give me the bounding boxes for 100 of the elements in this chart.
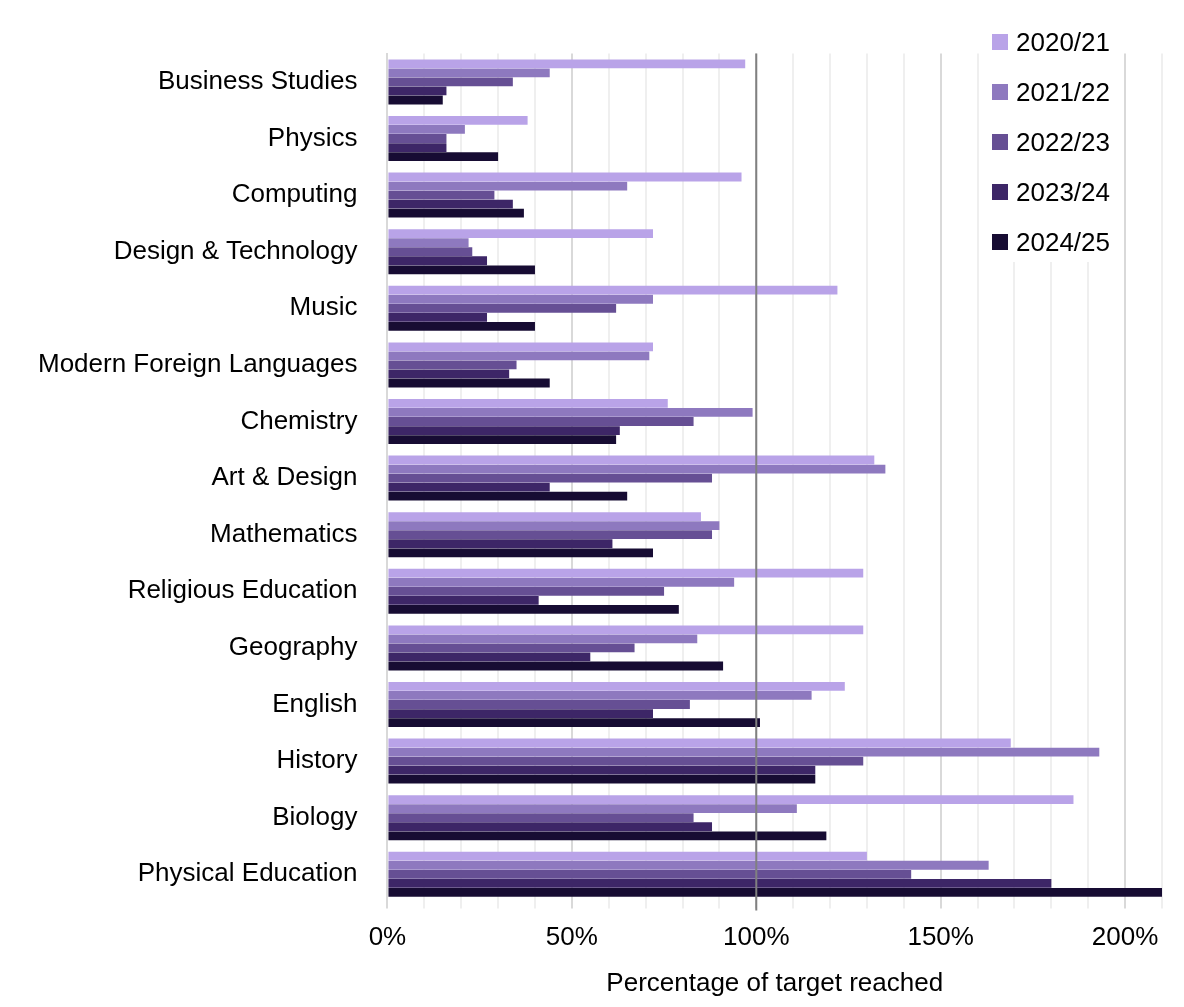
bar	[388, 795, 1074, 804]
bar	[388, 512, 701, 521]
bar	[388, 878, 1052, 888]
bar	[388, 86, 447, 96]
bar	[388, 568, 864, 578]
bar	[388, 473, 713, 483]
bar	[388, 804, 797, 814]
bar	[388, 238, 469, 248]
bar	[388, 68, 550, 78]
bar	[388, 738, 1011, 748]
y-tick-label: Mathematics	[210, 517, 358, 548]
bar	[388, 813, 694, 823]
bar	[388, 77, 513, 87]
bar	[388, 521, 720, 531]
bar	[388, 682, 845, 691]
bar	[388, 455, 875, 465]
bar	[388, 229, 653, 238]
bar	[388, 426, 620, 435]
bar	[388, 539, 613, 549]
bar	[388, 247, 473, 257]
x-tick-label: 200%	[1091, 921, 1159, 952]
y-tick-label: Computing	[231, 178, 358, 209]
bar	[388, 586, 665, 596]
bar	[388, 303, 617, 313]
bar	[388, 464, 886, 474]
bar	[388, 172, 742, 182]
y-tick-label: Physics	[267, 121, 358, 152]
bar	[388, 408, 753, 417]
bar	[388, 822, 713, 832]
bar	[388, 125, 465, 134]
bar	[388, 709, 653, 718]
legend-label: 2021/22	[1016, 76, 1110, 108]
x-tick-label: 50%	[545, 921, 598, 952]
bar	[388, 116, 528, 125]
bar	[388, 265, 535, 275]
bar	[388, 181, 628, 191]
y-tick-label: Religious Education	[127, 574, 358, 605]
y-tick-label: English	[272, 687, 358, 718]
y-tick-label: Business Studies	[157, 65, 358, 96]
bar	[388, 435, 617, 444]
x-tick-label: 150%	[907, 921, 974, 952]
bar	[388, 342, 653, 352]
y-tick-label: Design & Technology	[113, 234, 358, 265]
bar	[388, 765, 816, 775]
y-tick-label: Biology	[272, 800, 358, 831]
bar	[388, 199, 513, 209]
bar	[388, 548, 653, 558]
y-tick-label: Chemistry	[240, 404, 358, 435]
bar	[388, 851, 867, 861]
bar	[388, 322, 535, 331]
bar	[388, 59, 746, 69]
y-tick-label: Music	[289, 291, 358, 322]
legend-label: 2022/23	[1016, 126, 1110, 158]
y-tick-label: History	[276, 744, 358, 775]
bar	[388, 417, 694, 426]
bar	[388, 652, 591, 662]
bar	[388, 190, 495, 200]
y-tick-label: Art & Design	[211, 461, 358, 492]
legend-label: 2023/24	[1016, 176, 1110, 208]
bar	[388, 491, 628, 501]
bar	[388, 595, 539, 605]
y-tick-label: Geography	[228, 631, 358, 662]
bar	[388, 747, 1100, 757]
bar	[388, 625, 864, 635]
bar	[388, 285, 838, 295]
x-tick-label: 0%	[368, 921, 407, 952]
bar	[388, 605, 679, 614]
bar	[388, 143, 447, 152]
bar	[388, 208, 524, 218]
bar	[388, 634, 698, 644]
bar	[388, 774, 816, 784]
legend-label: 2024/25	[1016, 226, 1110, 258]
bar	[388, 360, 517, 370]
bar	[388, 294, 653, 304]
bar	[388, 369, 510, 379]
bar	[388, 95, 443, 105]
bar	[388, 256, 488, 266]
y-tick-label: Physical Education	[137, 857, 358, 888]
x-tick-label: 100%	[723, 921, 790, 952]
bar	[388, 351, 650, 361]
bar	[388, 399, 668, 408]
y-tick-label: Modern Foreign Languages	[37, 348, 358, 379]
bar	[388, 700, 690, 709]
bar	[388, 312, 488, 322]
bar	[388, 152, 499, 161]
bar	[388, 691, 812, 700]
bar	[388, 643, 635, 653]
bar	[388, 831, 827, 841]
bar	[388, 888, 1162, 897]
bar	[388, 718, 760, 727]
bar	[388, 860, 989, 870]
bar	[388, 869, 912, 879]
bar	[388, 530, 713, 540]
bar	[388, 661, 724, 671]
bar	[388, 482, 550, 492]
bar	[388, 378, 550, 388]
legend-label: 2020/21	[1016, 26, 1110, 58]
bar	[388, 134, 447, 143]
x-axis-title: Percentage of target reached	[606, 966, 944, 997]
bar	[388, 577, 735, 587]
